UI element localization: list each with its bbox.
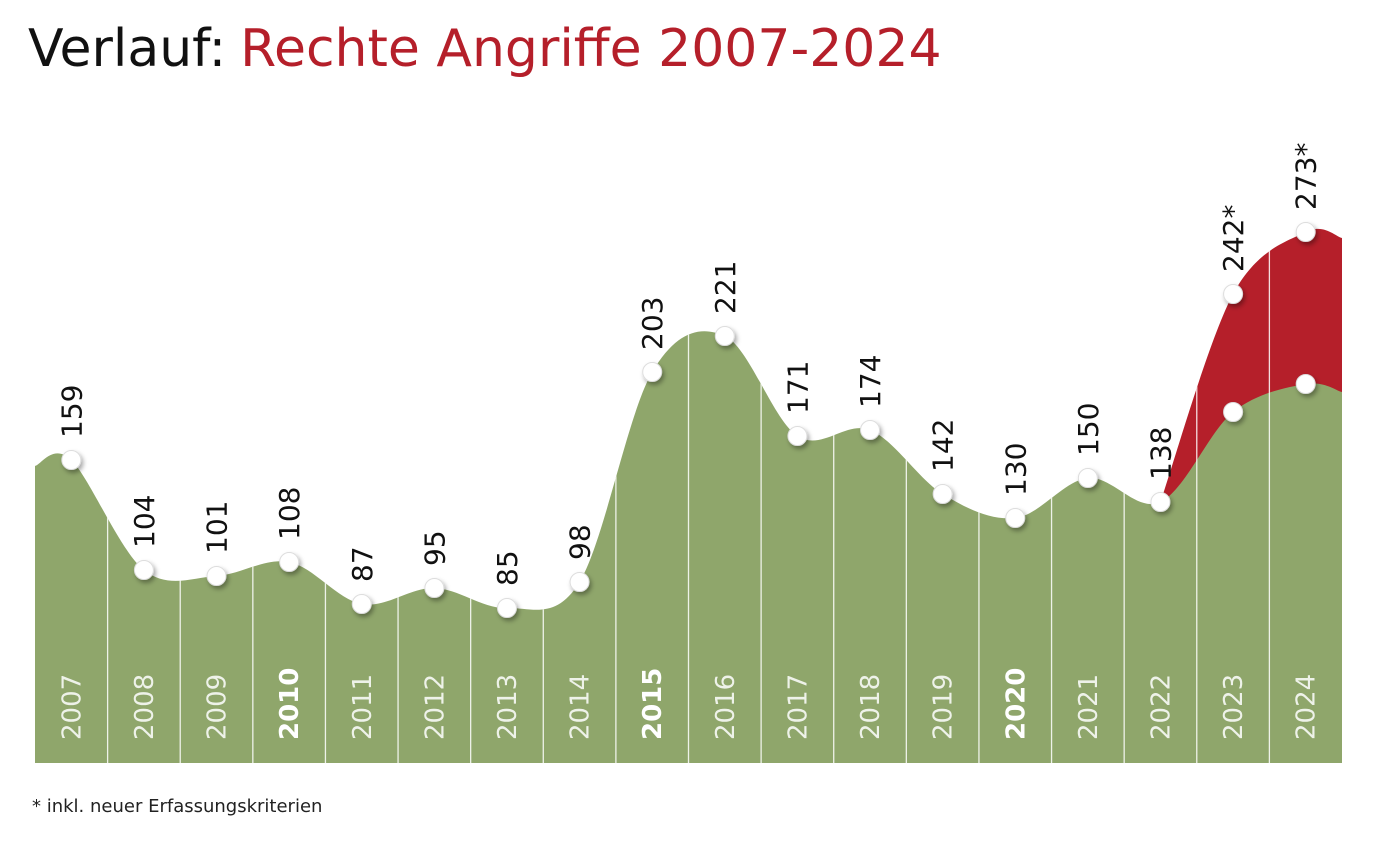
data-point — [1223, 284, 1244, 304]
data-point — [1077, 468, 1098, 488]
year-label: 2009 — [203, 674, 233, 740]
data-point — [714, 326, 735, 346]
title-main: Rechte Angriffe 2007-2024 — [240, 19, 941, 79]
value-label: 142 — [927, 419, 960, 472]
data-point — [133, 560, 154, 580]
data-point — [569, 572, 590, 592]
data-point — [496, 598, 517, 618]
data-point — [351, 594, 372, 614]
year-label: 2023 — [1219, 674, 1249, 740]
year-label: 2019 — [929, 674, 959, 740]
value-label: 108 — [273, 487, 306, 540]
year-label: 2008 — [130, 674, 160, 740]
chart-title: Verlauf: Rechte Angriffe 2007-2024 — [28, 19, 942, 79]
data-point — [860, 420, 881, 440]
year-label: 2020 — [1001, 668, 1031, 740]
year-label: 2016 — [711, 674, 741, 740]
data-point — [206, 566, 227, 586]
data-point — [424, 578, 445, 598]
year-label: 2014 — [566, 674, 596, 740]
year-label: 2017 — [783, 674, 813, 740]
value-label: 130 — [999, 443, 1032, 496]
data-point — [1005, 508, 1026, 528]
data-point — [1295, 222, 1316, 242]
value-label: 87 — [346, 546, 379, 582]
value-label: 203 — [636, 297, 669, 350]
year-label: 2021 — [1074, 674, 1104, 740]
year-label: 2013 — [493, 674, 523, 740]
data-point — [932, 484, 953, 504]
data-point — [1295, 374, 1316, 394]
year-label: 2012 — [420, 674, 450, 740]
year-label: 2010 — [275, 668, 305, 740]
value-label: 273* — [1290, 143, 1323, 210]
year-label: 2011 — [348, 674, 378, 740]
value-label: 138 — [1144, 427, 1177, 480]
value-label: 159 — [55, 385, 88, 438]
year-label: 2024 — [1292, 674, 1322, 740]
data-point — [1150, 492, 1171, 512]
year-label: 2015 — [638, 668, 668, 740]
value-label: 171 — [781, 361, 814, 414]
year-label: 2018 — [856, 674, 886, 740]
title-lead: Verlauf: — [28, 19, 226, 79]
data-point — [1223, 402, 1244, 422]
data-point — [279, 552, 300, 572]
value-label: 101 — [201, 501, 234, 554]
value-label: 98 — [564, 524, 597, 560]
data-point — [787, 426, 808, 446]
year-label: 2007 — [57, 674, 87, 740]
data-point — [61, 450, 82, 470]
value-label: 95 — [418, 530, 451, 566]
value-label: 221 — [709, 261, 742, 314]
value-label: 104 — [128, 495, 161, 548]
value-label: 85 — [491, 550, 524, 586]
value-label: 150 — [1072, 403, 1105, 456]
footnote: * inkl. neuer Erfassungskriterien — [32, 796, 322, 817]
value-label: 242* — [1217, 205, 1250, 272]
year-label: 2022 — [1146, 674, 1176, 740]
value-label: 174 — [854, 355, 887, 408]
data-point — [642, 362, 663, 382]
